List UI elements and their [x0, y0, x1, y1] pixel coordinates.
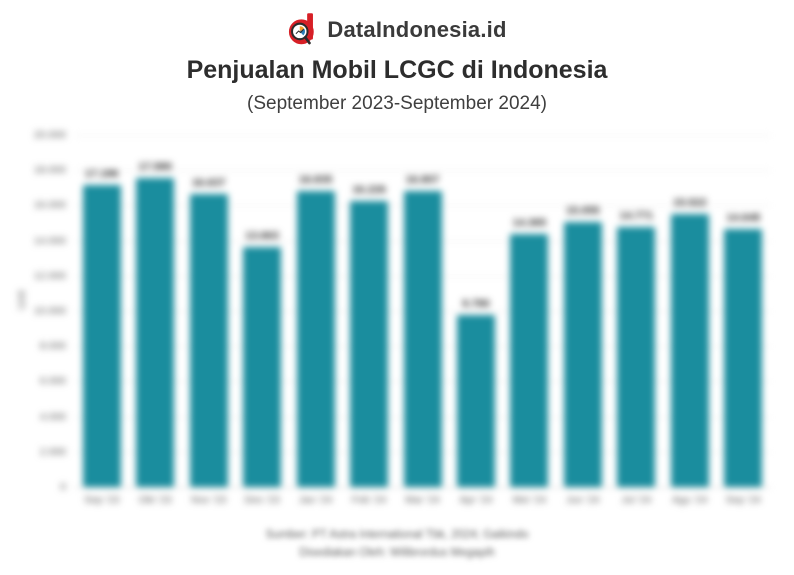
bar [617, 227, 656, 487]
bar [510, 234, 549, 487]
y-tick-label: 16.000 [33, 199, 66, 212]
x-tick-label: Mar '24 [405, 494, 440, 506]
bar-value-label: 13.663 [245, 229, 279, 242]
x-tick-label: Jun '24 [566, 494, 600, 506]
y-tick-label: 4.000 [39, 410, 66, 423]
bar-value-label: 9.780 [462, 297, 490, 310]
credit-line: Disediakan Oleh: Wilibrordus Megapih [299, 546, 495, 559]
y-tick-label: 0 [60, 481, 66, 493]
bar-value-label: 16.637 [191, 177, 226, 190]
bar [724, 229, 763, 487]
gridline [75, 135, 770, 136]
x-tick-label: Sep '24 [725, 494, 761, 506]
x-tick-label: Apr '24 [459, 494, 493, 506]
x-tick-label: Feb '24 [351, 494, 387, 506]
page-title: Penjualan Mobil LCGC di Indonesia [186, 56, 608, 84]
y-tick-label: 12.000 [33, 269, 66, 282]
plot-area: 0 2.000 4.000 6.000 8.000 10.000 12.000 14.000 1… [34, 129, 770, 506]
bar-value-label: 16.807 [405, 174, 440, 187]
bar-value-label: 16.835 [298, 173, 333, 186]
bar-value-label: 16.226 [352, 184, 386, 197]
y-tick-label: 20.000 [33, 129, 66, 141]
bar [296, 190, 335, 487]
bar-value-label: 14.648 [726, 212, 761, 225]
source-footer: Sumber: PT Astra International Tbk, 2024… [0, 527, 794, 563]
bar [670, 213, 709, 487]
brand-name: DataIndonesia.id [327, 16, 507, 42]
x-tick-label: Jul '24 [621, 494, 652, 506]
y-tick-label: 6.000 [39, 375, 66, 388]
bar [350, 201, 389, 487]
bar-chart: Unit 0 2.000 4.000 6.000 8.000 10.000 12.000 14… [0, 126, 794, 518]
bar [189, 194, 228, 487]
x-tick-label: Nov '23 [191, 494, 227, 506]
bar-value-label: 14.771 [619, 210, 654, 223]
x-tick-label: Agu '24 [672, 494, 708, 506]
y-tick-label: 8.000 [39, 340, 66, 353]
bar [403, 191, 442, 487]
bar [456, 314, 495, 487]
x-tick-label: Mei '24 [512, 494, 547, 506]
y-tick-label: 18.000 [33, 164, 66, 177]
bar [82, 184, 121, 487]
bar-value-label: 14.365 [512, 217, 547, 230]
source-line: Sumber: PT Astra International Tbk, 2024… [265, 529, 529, 541]
bar [243, 246, 282, 487]
gridline [75, 170, 770, 172]
x-tick-label: Sep '23 [84, 494, 120, 506]
bar [563, 222, 602, 487]
y-tick-label: 2.000 [39, 445, 66, 458]
x-tick-label: Okt '23 [138, 494, 172, 506]
y-tick-label: 10.000 [33, 305, 66, 317]
bar-value-label: 17.186 [84, 167, 119, 180]
brand-header: DataIndonesia.id [0, 13, 794, 46]
y-tick-label: 14.000 [33, 234, 66, 247]
x-tick-label: Jan '24 [298, 494, 333, 506]
bar-value-label: 15.522 [672, 196, 707, 209]
dataindonesia-logo-icon [289, 13, 315, 45]
page-subtitle: (September 2023-September 2024) [247, 93, 547, 114]
bar [136, 177, 175, 487]
bar-value-label: 15.055 [566, 205, 600, 218]
x-tick-label: Des '23 [244, 494, 280, 506]
bar-value-label: 17.580 [138, 160, 172, 173]
